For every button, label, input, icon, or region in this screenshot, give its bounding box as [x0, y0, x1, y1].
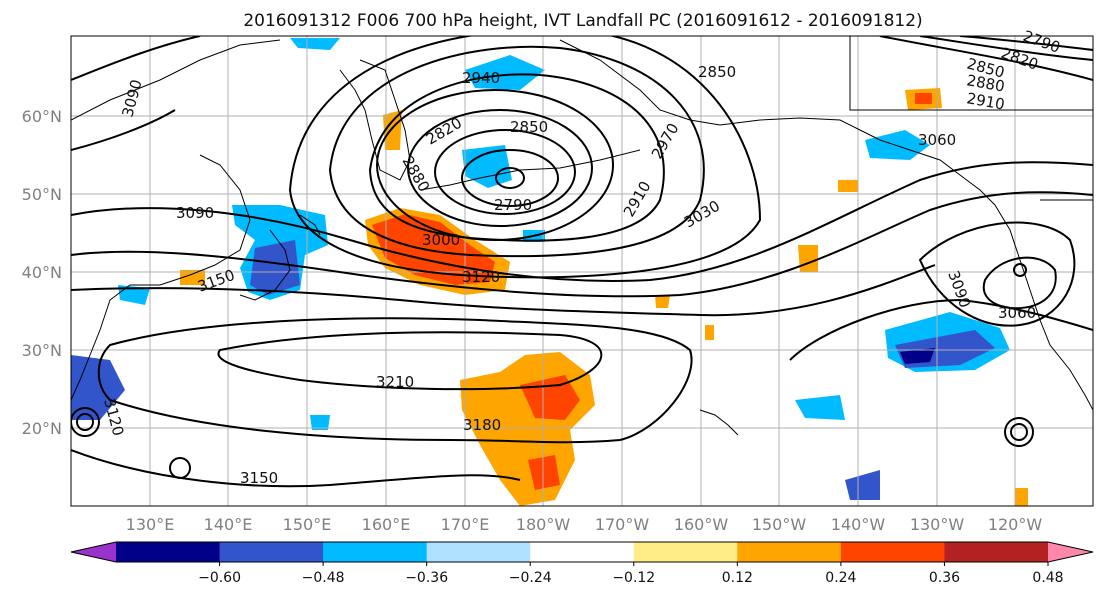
colorbar-segments [70, 541, 1094, 563]
ivt-negative-region-midocean [795, 395, 845, 420]
lon-label: 130°W [910, 515, 965, 534]
ivt-negative-core-japan [250, 240, 300, 295]
lat-label: 20°N [22, 419, 62, 438]
lon-label: 150°W [752, 515, 807, 534]
contour-label: 3120 [462, 268, 500, 286]
graticule [71, 36, 1093, 506]
lon-label: 120°W [988, 515, 1043, 534]
colorbar-outline [70, 541, 1094, 563]
colorbar-tick-label: −0.24 [509, 570, 552, 586]
ivt-negative-region-top [290, 38, 340, 50]
lon-label: 170°E [441, 515, 490, 534]
contour-label: 2850 [510, 118, 548, 136]
ivt-negative-region-alaska [865, 130, 930, 160]
lon-label: 150°E [283, 515, 332, 534]
colorbar-tick-label: 0.24 [825, 570, 856, 586]
colorbar-tick-label: −0.36 [405, 570, 448, 586]
colorbar-segment [633, 542, 738, 562]
ivt-positive-region-east1 [798, 245, 818, 272]
colorbar-tick-label: −0.12 [612, 570, 655, 586]
ivt-negative-region-korea [118, 285, 150, 305]
ivt-positive-region-japan-south [180, 270, 205, 285]
contour-label: 2940 [462, 69, 500, 87]
ivt-negative-region-subtropic [845, 470, 880, 500]
lat-label: 40°N [22, 263, 62, 282]
contour-label: 3090 [176, 204, 214, 222]
contour-label: 2850 [698, 63, 736, 81]
colorbar-segment [116, 542, 221, 562]
lon-label: 160°W [674, 515, 729, 534]
ivt-negative-region-north [465, 55, 545, 90]
colorbar: −0.60 −0.48 −0.36 −0.24 −0.12 0.12 0.24 0.36 0.4… [70, 541, 1094, 586]
map-panel: 3090 3090 2940 2850 2850 2820 2880 2790 … [70, 27, 1094, 507]
contour-label: 3060 [918, 131, 956, 149]
colorbar-tick-label: −0.48 [302, 570, 345, 586]
lat-label: 30°N [22, 341, 62, 360]
lon-label: 170°W [595, 515, 650, 534]
border-canada [849, 36, 1093, 111]
latitude-labels: 60°N 50°N 40°N 30°N 20°N [22, 107, 62, 438]
ivt-negative-region-westedge [71, 355, 125, 420]
contour-label: 3150 [240, 469, 278, 487]
lat-label: 60°N [22, 107, 62, 126]
ivt-negative-region-aleutian-low [462, 145, 512, 188]
lon-label: 140°W [831, 515, 886, 534]
contour-label: 3000 [422, 231, 460, 249]
colorbar-segment [1048, 542, 1093, 562]
lat-label: 50°N [22, 185, 62, 204]
colorbar-tick-label: 0.48 [1032, 570, 1063, 586]
colorbar-segment [737, 542, 842, 562]
ivt-positive-region-small2 [705, 325, 714, 340]
ivt-positive-region-small [655, 295, 670, 308]
contour-label: 3180 [463, 416, 501, 434]
ivt-positive-region-east2 [838, 180, 858, 192]
colorbar-segment [426, 542, 531, 562]
hawaii [699, 409, 739, 436]
colorbar-tick-label: −0.60 [198, 570, 241, 586]
colorbar-segment [530, 542, 635, 562]
ivt-positive-core-alaska [915, 93, 932, 104]
ivt-negative-region-small [310, 415, 330, 430]
lon-label: 180°W [516, 515, 571, 534]
colorbar-tick-label: 0.12 [722, 570, 753, 586]
colorbar-segment [944, 542, 1049, 562]
ivt-positive-core-subtropic2 [528, 455, 560, 490]
contour-label: 2790 [494, 196, 532, 214]
colorbar-segment [840, 542, 945, 562]
contour-label: 3210 [376, 373, 414, 391]
colorbar-ticks: −0.60 −0.48 −0.36 −0.24 −0.12 0.12 0.24 0.36 0.4… [198, 562, 1064, 586]
ivt-shading [71, 38, 1028, 506]
colorbar-segment [323, 542, 428, 562]
lon-label: 130°E [126, 515, 175, 534]
colorbar-segment [219, 542, 324, 562]
lon-label: 160°E [362, 515, 411, 534]
lon-label: 140°E [204, 515, 253, 534]
colorbar-segment [71, 542, 116, 562]
ivt-positive-region-okhotsk [383, 110, 402, 150]
coastline-alaska [559, 39, 996, 206]
contour-low-center [495, 167, 525, 189]
longitude-labels: 130°E 140°E 150°E 160°E 170°E 180°W 170°… [126, 515, 1043, 534]
ivt-positive-region-east3 [1015, 488, 1028, 506]
contour-label: 3060 [998, 304, 1036, 322]
colorbar-tick-label: 0.36 [929, 570, 960, 586]
figure-title: 2016091312 F006 700 hPa height, IVT Land… [243, 11, 922, 31]
coastline-asia [71, 39, 281, 401]
ivt-negative-darkest-gulf-alaska [900, 348, 935, 364]
map-frame [70, 35, 1094, 507]
height-contours [71, 36, 1093, 488]
